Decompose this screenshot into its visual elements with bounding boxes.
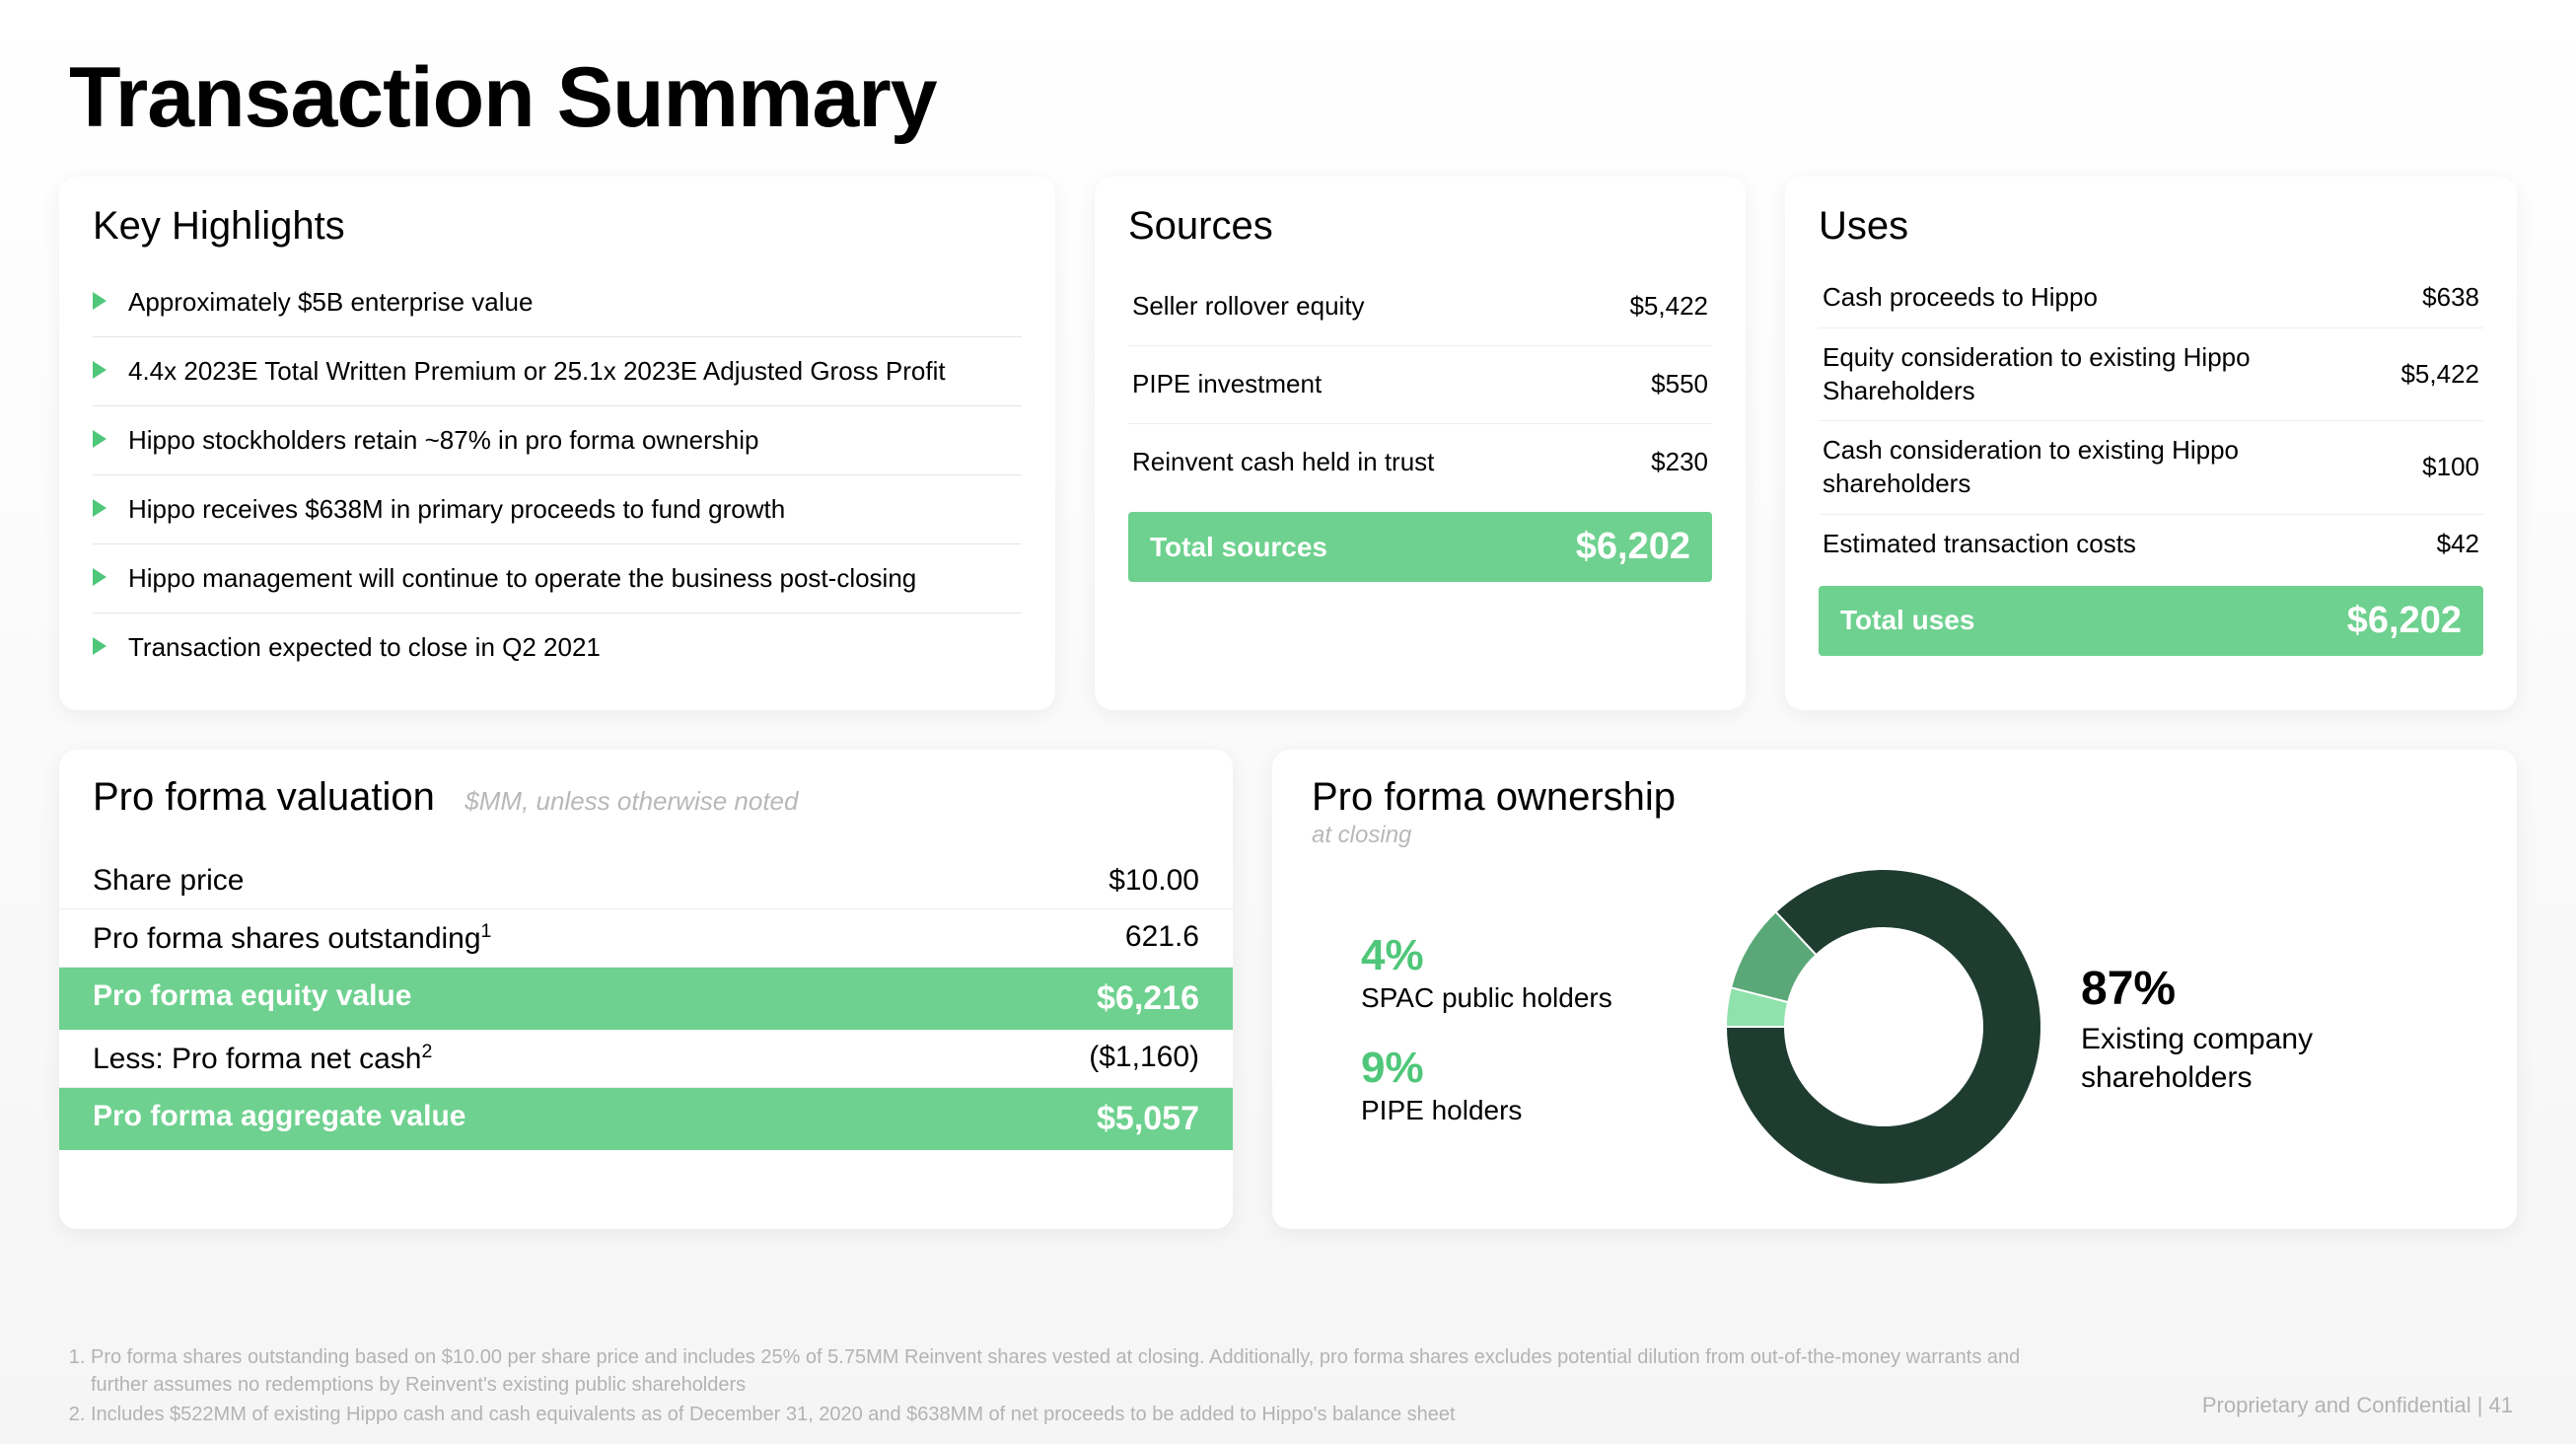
uses-total-label: Total uses <box>1840 605 1974 636</box>
uses-row-value: $42 <box>2437 528 2479 561</box>
key-highlights-list: Approximately $5B enterprise value 4.4x … <box>93 268 1022 683</box>
ownership-donut-chart <box>1716 859 2051 1199</box>
ownership-stat-label: Existing company shareholders <box>2081 1020 2477 1097</box>
ownership-subtitle: at closing <box>1312 822 2477 849</box>
uses-title: Uses <box>1819 204 2483 249</box>
uses-row-label: Estimated transaction costs <box>1823 528 2136 561</box>
highlight-item: Transaction expected to close in Q2 2021 <box>93 614 1022 682</box>
sources-row-value: $550 <box>1651 368 1708 401</box>
key-highlights-title: Key Highlights <box>93 204 1022 249</box>
valuation-row-value: 621.6 <box>1125 920 1199 956</box>
valuation-row-value: ($1,160) <box>1089 1041 1199 1076</box>
page-title: Transaction Summary <box>69 49 2517 147</box>
top-row: Key Highlights Approximately $5B enterpr… <box>59 177 2517 710</box>
sources-row: PIPE investment $550 <box>1128 346 1712 424</box>
sources-row-value: $5,422 <box>1629 290 1708 324</box>
valuation-row-value: $5,057 <box>1097 1100 1199 1138</box>
uses-total-value: $6,202 <box>2347 600 2462 642</box>
uses-row-label: Cash proceeds to Hippo <box>1823 281 2098 315</box>
ownership-stat-spac: 4% SPAC public holders <box>1361 931 1686 1014</box>
ownership-stat-label: PIPE holders <box>1361 1095 1686 1126</box>
valuation-row-label: Pro forma aggregate value <box>93 1100 465 1138</box>
ownership-left-stats: 4% SPAC public holders 9% PIPE holders <box>1312 931 1686 1126</box>
ownership-stat-pct: 9% <box>1361 1044 1686 1093</box>
ownership-stat-label: SPAC public holders <box>1361 982 1686 1014</box>
sources-row-label: Reinvent cash held in trust <box>1132 446 1434 479</box>
valuation-row-label: Pro forma equity value <box>93 979 411 1018</box>
highlight-item: 4.4x 2023E Total Written Premium or 25.1… <box>93 337 1022 406</box>
uses-row: Equity consideration to existing Hippo S… <box>1819 328 2483 422</box>
pro-forma-ownership-card: Pro forma ownership at closing 4% SPAC p… <box>1272 750 2517 1229</box>
uses-row: Cash consideration to existing Hippo sha… <box>1819 421 2483 515</box>
sources-total-value: $6,202 <box>1576 526 1690 568</box>
footnotes: Pro forma shares outstanding based on $1… <box>63 1343 2513 1430</box>
valuation-highlight-row: Pro forma aggregate value $5,057 <box>59 1088 1233 1150</box>
valuation-subtitle: $MM, unless otherwise noted <box>465 786 798 817</box>
uses-row-label: Cash consideration to existing Hippo sha… <box>1823 434 2296 501</box>
sources-row-value: $230 <box>1651 446 1708 479</box>
valuation-row-value: $10.00 <box>1109 864 1199 898</box>
uses-row: Estimated transaction costs $42 <box>1819 515 2483 574</box>
uses-row-value: $100 <box>2422 451 2479 484</box>
sources-total-label: Total sources <box>1150 532 1327 563</box>
sources-card: Sources Seller rollover equity $5,422 PI… <box>1095 177 1746 710</box>
valuation-row-label: Share price <box>93 864 244 898</box>
uses-row-value: $638 <box>2422 281 2479 315</box>
uses-row: Cash proceeds to Hippo $638 <box>1819 268 2483 328</box>
valuation-row-value: $6,216 <box>1097 979 1199 1018</box>
highlight-item: Hippo receives $638M in primary proceeds… <box>93 475 1022 544</box>
ownership-title: Pro forma ownership <box>1312 775 2477 820</box>
pro-forma-valuation-card: Pro forma valuation $MM, unless otherwis… <box>59 750 1233 1229</box>
ownership-stat-pct: 4% <box>1361 931 1686 980</box>
footnote-item: Pro forma shares outstanding based on $1… <box>91 1343 2024 1399</box>
ownership-stat-pipe: 9% PIPE holders <box>1361 1044 1686 1126</box>
uses-card: Uses Cash proceeds to Hippo $638 Equity … <box>1785 177 2517 710</box>
ownership-right-stat: 87% Existing company shareholders <box>2081 962 2477 1097</box>
uses-row-value: $5,422 <box>2400 358 2479 392</box>
valuation-highlight-row: Pro forma equity value $6,216 <box>59 968 1233 1030</box>
valuation-row-label: Pro forma shares outstanding1 <box>93 920 491 956</box>
sources-total-bar: Total sources $6,202 <box>1128 512 1712 582</box>
sources-row-label: Seller rollover equity <box>1132 290 1365 324</box>
highlight-item: Approximately $5B enterprise value <box>93 268 1022 337</box>
uses-total-bar: Total uses $6,202 <box>1819 586 2483 656</box>
sources-row: Reinvent cash held in trust $230 <box>1128 424 1712 501</box>
key-highlights-card: Key Highlights Approximately $5B enterpr… <box>59 177 1055 710</box>
highlight-item: Hippo stockholders retain ~87% in pro fo… <box>93 406 1022 475</box>
sources-row: Seller rollover equity $5,422 <box>1128 268 1712 346</box>
ownership-stat-pct: 87% <box>2081 962 2477 1016</box>
bottom-row: Pro forma valuation $MM, unless otherwis… <box>59 750 2517 1229</box>
uses-row-label: Equity consideration to existing Hippo S… <box>1823 341 2296 408</box>
valuation-title: Pro forma valuation <box>59 775 435 820</box>
highlight-item: Hippo management will continue to operat… <box>93 544 1022 614</box>
valuation-row: Pro forma shares outstanding1 621.6 <box>59 909 1233 968</box>
page-footer: Proprietary and Confidential | 41 <box>2202 1393 2513 1418</box>
valuation-row: Less: Pro forma net cash2 ($1,160) <box>59 1030 1233 1088</box>
footnote-item: Includes $522MM of existing Hippo cash a… <box>91 1401 2024 1428</box>
valuation-row-label: Less: Pro forma net cash2 <box>93 1041 432 1076</box>
sources-row-label: PIPE investment <box>1132 368 1322 401</box>
sources-title: Sources <box>1128 204 1712 249</box>
valuation-row: Share price $10.00 <box>59 853 1233 909</box>
